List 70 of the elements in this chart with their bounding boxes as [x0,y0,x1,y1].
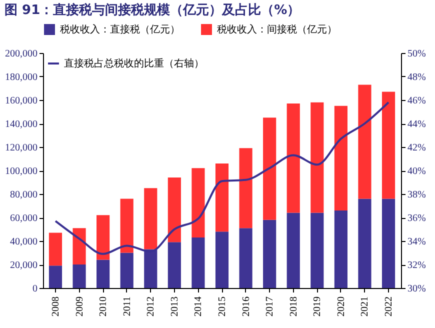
y-tick-label: 0 [32,284,38,294]
y-tick-label: 100,000 [5,166,38,177]
bar [286,212,300,288]
bar [334,106,348,210]
bar [120,198,134,253]
bar [72,264,86,288]
bar [215,232,229,288]
bar [215,163,229,232]
y-tick-label: 20,000 [10,260,38,271]
y2-tick-label: 46% [408,96,426,106]
y2-tick-label: 44% [408,119,426,130]
y-tick-label: 140,000 [5,119,38,130]
bar [96,215,110,260]
bar [48,266,62,288]
bar [192,168,205,238]
y-tick-label: 60,000 [10,213,38,224]
bar [72,228,86,264]
x-tick-label: 2022 [384,296,395,316]
x-tick-label: 2020 [336,296,347,316]
bar [286,104,300,213]
x-tick-label: 2014 [193,296,204,316]
chart-title: 图 91：直接税与间接税规模（亿元）及占比（%） [4,2,300,18]
x-tick-label: 2008 [50,296,62,316]
y2-tick-label: 48% [408,72,426,83]
bar [144,188,158,250]
x-tick-label: 2018 [288,296,300,316]
x-tick-label: 2021 [360,296,371,316]
legend-label: 直接税占总税收的比重（右轴） [64,58,204,70]
x-tick-label: 2010 [98,296,110,316]
bar [310,212,324,288]
bar [358,198,372,288]
y-tick-label: 80,000 [10,190,38,200]
bar [120,252,134,288]
y-tick-label: 40,000 [10,236,38,248]
bar [334,210,348,288]
bar [239,228,252,288]
x-tick-label: 2019 [312,296,324,316]
y2-tick-label: 30% [408,284,426,294]
bar [310,102,324,213]
legend-label: 税收收入：直接税（亿元） [60,24,180,36]
y-tick-label: 200,000 [5,48,38,60]
bar [263,118,276,220]
y-tick-label: 120,000 [5,142,38,154]
bar [168,178,181,242]
bar [382,198,396,288]
bar [239,148,252,228]
y2-tick-label: 50% [408,48,426,60]
y-tick-label: 180,000 [5,72,38,83]
y2-tick-label: 42% [408,142,426,154]
bar [168,242,181,288]
y2-tick-label: 40% [408,166,426,177]
bar [358,84,372,199]
y-tick-label: 160,000 [5,96,38,106]
bar [48,232,62,266]
bar [382,92,396,199]
y2-tick-label: 36% [408,213,426,224]
x-tick-label: 2015 [217,296,228,316]
bar [192,237,205,288]
bar [96,260,110,288]
x-tick-label: 2012 [146,296,157,316]
y2-tick-label: 34% [408,236,426,248]
y2-tick-label: 38% [408,190,426,200]
x-tick-label: 2017 [264,296,276,316]
legend-label: 税收收入：间接税（亿元） [217,24,337,36]
x-tick-label: 2009 [74,296,86,316]
bar [263,220,276,288]
y2-tick-label: 32% [408,260,426,271]
x-tick-label: 2011 [122,296,133,316]
x-tick-label: 2013 [169,296,180,316]
x-tick-label: 2016 [240,296,252,316]
